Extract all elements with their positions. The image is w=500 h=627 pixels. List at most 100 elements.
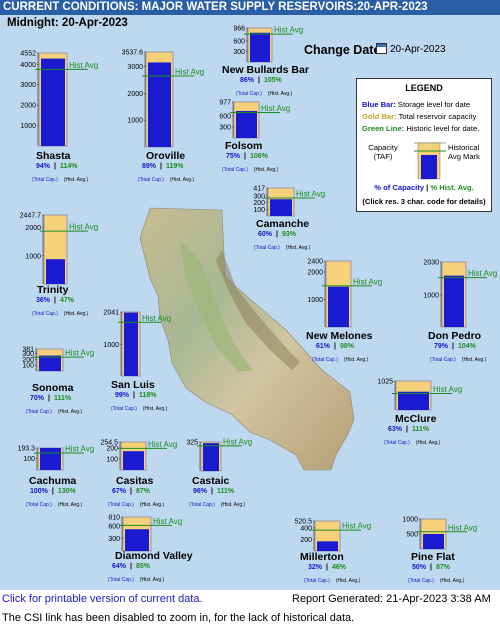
central-valley bbox=[180, 240, 252, 372]
castaic-pct-separator: | bbox=[211, 488, 213, 495]
diamond-valley-hist-avg-caption: (Hist. Avg.) bbox=[139, 577, 165, 583]
castaic-storage-bar[interactable] bbox=[203, 443, 219, 471]
camanche-name-link[interactable]: Camanche bbox=[256, 218, 310, 230]
shasta-name-link[interactable]: Shasta bbox=[36, 150, 71, 162]
diamond-valley-percentages: 64% | 85% bbox=[112, 563, 150, 570]
millerton-pct-separator: | bbox=[326, 564, 328, 571]
san-luis-name-link[interactable]: San Luis bbox=[111, 379, 155, 391]
shasta-tick-label: 2000 bbox=[20, 103, 36, 110]
folsom-name-link[interactable]: Folsom bbox=[225, 140, 263, 152]
change-date-value[interactable]: 20-Apr-2023 bbox=[390, 44, 446, 55]
mcclure-name-link[interactable]: McClure bbox=[395, 413, 437, 425]
legend-blue-row: Blue Bar: Storage level for date bbox=[362, 100, 470, 109]
pine-flat-storage-bar[interactable] bbox=[423, 534, 444, 549]
cachuma-tick-label: 193.3 bbox=[17, 446, 35, 453]
millerton-captions: (Total Cap.) (Hist. Avg.) bbox=[304, 578, 360, 584]
printable-version-link[interactable]: Click for printable version of current d… bbox=[2, 593, 203, 605]
diamond-valley-pct-separator: | bbox=[130, 563, 132, 570]
legend-green-row: Green Line: Historic level for date. bbox=[362, 124, 479, 133]
millerton-storage-bar[interactable] bbox=[317, 541, 338, 551]
csi-note: The CSI link has been disabled to zoom i… bbox=[2, 612, 355, 624]
pine-flat-pct-separator: | bbox=[430, 564, 432, 571]
cachuma-storage-bar[interactable] bbox=[40, 448, 61, 470]
shasta-storage-bar[interactable] bbox=[41, 58, 65, 147]
sonoma-tick-label: 381 bbox=[22, 347, 34, 354]
castaic-name-link[interactable]: Castaic bbox=[192, 475, 230, 487]
legend-pct-sep: | bbox=[426, 183, 429, 192]
mcclure-tick-label: 1025 bbox=[377, 379, 393, 386]
folsom-tick-label: 300 bbox=[219, 124, 231, 131]
pine-flat-pct-hist: 87% bbox=[435, 564, 450, 571]
new-bullards-bar-hist-label: Hist Avg bbox=[274, 26, 303, 35]
folsom-total-cap-caption: (Total Cap.) bbox=[222, 167, 248, 173]
pine-flat-name-link[interactable]: Pine Flat bbox=[411, 551, 455, 563]
trinity-storage-bar[interactable] bbox=[46, 259, 65, 284]
trinity-hist-label: Hist Avg bbox=[69, 223, 98, 232]
oroville-hist-avg-caption: (Hist. Avg.) bbox=[169, 177, 195, 183]
oroville-tick-label: 2000 bbox=[127, 91, 143, 98]
mcclure-storage-bar[interactable] bbox=[398, 391, 429, 410]
diamond-valley-pct-hist: 85% bbox=[135, 563, 150, 570]
new-melones-pct-hist: 98% bbox=[339, 343, 354, 350]
folsom-pct-separator: | bbox=[244, 153, 246, 160]
millerton-tick-label: 200 bbox=[300, 537, 312, 544]
new-melones-storage-bar[interactable] bbox=[328, 286, 349, 327]
legend-title: LEGEND bbox=[405, 83, 443, 93]
new-bullards-bar-storage-bar[interactable] bbox=[250, 32, 270, 62]
new-bullards-bar-name-link[interactable]: New Bullards Bar bbox=[222, 64, 309, 76]
new-bullards-bar-captions: (Total Cap.) (Hist. Avg.) bbox=[236, 91, 292, 97]
mcclure-pct-hist: 111% bbox=[411, 426, 430, 433]
folsom-pct-hist: 106% bbox=[249, 153, 268, 160]
folsom-storage-bar[interactable] bbox=[236, 110, 257, 138]
oroville-tick-label: 3000 bbox=[127, 64, 143, 71]
cachuma-pct-separator: | bbox=[51, 488, 54, 495]
camanche-storage-bar[interactable] bbox=[270, 199, 292, 216]
page-title: CURRENT CONDITIONS: MAJOR WATER SUPPLY R… bbox=[0, 0, 500, 15]
don-pedro-name-link[interactable]: Don Pedro bbox=[428, 330, 482, 342]
trinity-tick-label: 1000 bbox=[25, 253, 41, 260]
casitas-pct-hist: 87% bbox=[135, 488, 150, 495]
oroville-name-link[interactable]: Oroville bbox=[146, 150, 186, 162]
sonoma-name-link[interactable]: Sonoma bbox=[32, 382, 74, 394]
cachuma-pct-hist: 130% bbox=[57, 488, 76, 495]
castaic-pct-capacity: 96% bbox=[193, 488, 208, 495]
don-pedro-total-cap-caption: (Total Cap.) bbox=[430, 357, 456, 363]
don-pedro-pct-capacity: 79% bbox=[434, 343, 449, 350]
calendar-icon[interactable] bbox=[376, 43, 387, 54]
casitas-storage-bar[interactable] bbox=[123, 451, 144, 470]
casitas-pct-capacity: 67% bbox=[112, 488, 127, 495]
camanche-pct-hist: 93% bbox=[281, 231, 296, 238]
shasta-tick-label: 4552 bbox=[20, 51, 36, 58]
new-melones-name-link[interactable]: New Melones bbox=[306, 330, 373, 342]
san-luis-storage-bar[interactable] bbox=[124, 312, 138, 376]
camanche-total-cap-caption: (Total Cap.) bbox=[254, 245, 280, 251]
cachuma-name-link[interactable]: Cachuma bbox=[29, 475, 77, 487]
diamond-valley-storage-bar[interactable] bbox=[125, 529, 149, 551]
sonoma-storage-bar[interactable] bbox=[39, 355, 61, 371]
camanche-tick-label: 417 bbox=[253, 186, 265, 193]
shasta-total-cap-caption: (Total Cap.) bbox=[32, 177, 58, 183]
new-bullards-bar-hist-avg-caption: (Hist. Avg.) bbox=[267, 91, 293, 97]
cachuma-hist-label: Hist Avg bbox=[65, 445, 94, 454]
folsom-percentages: 75% | 106% bbox=[226, 153, 268, 160]
san-luis-pct-capacity: 99% bbox=[115, 392, 130, 399]
legend-pct-capacity: % of Capacity bbox=[374, 183, 425, 192]
cachuma-captions: (Total Cap.) (Hist. Avg.) bbox=[26, 502, 82, 508]
new-bullards-bar-total-cap-caption: (Total Cap.) bbox=[236, 91, 262, 97]
millerton-name-link[interactable]: Millerton bbox=[300, 551, 344, 563]
sonoma-pct-capacity: 70% bbox=[30, 395, 45, 402]
casitas-pct-separator: | bbox=[130, 488, 132, 495]
casitas-name-link[interactable]: Casitas bbox=[116, 475, 154, 487]
camanche-tick-label: 100 bbox=[253, 207, 265, 214]
diamond-valley-name-link[interactable]: Diamond Valley bbox=[115, 550, 193, 562]
don-pedro-percentages: 79% | 104% bbox=[434, 343, 476, 350]
diamond-valley-total-cap-caption: (Total Cap.) bbox=[108, 577, 134, 583]
millerton-pct-capacity: 32% bbox=[308, 564, 323, 571]
camanche-percentages: 60% | 93% bbox=[258, 231, 296, 238]
trinity-name-link[interactable]: Trinity bbox=[37, 284, 69, 296]
don-pedro-storage-bar[interactable] bbox=[444, 275, 464, 327]
oroville-storage-bar[interactable] bbox=[148, 62, 171, 147]
